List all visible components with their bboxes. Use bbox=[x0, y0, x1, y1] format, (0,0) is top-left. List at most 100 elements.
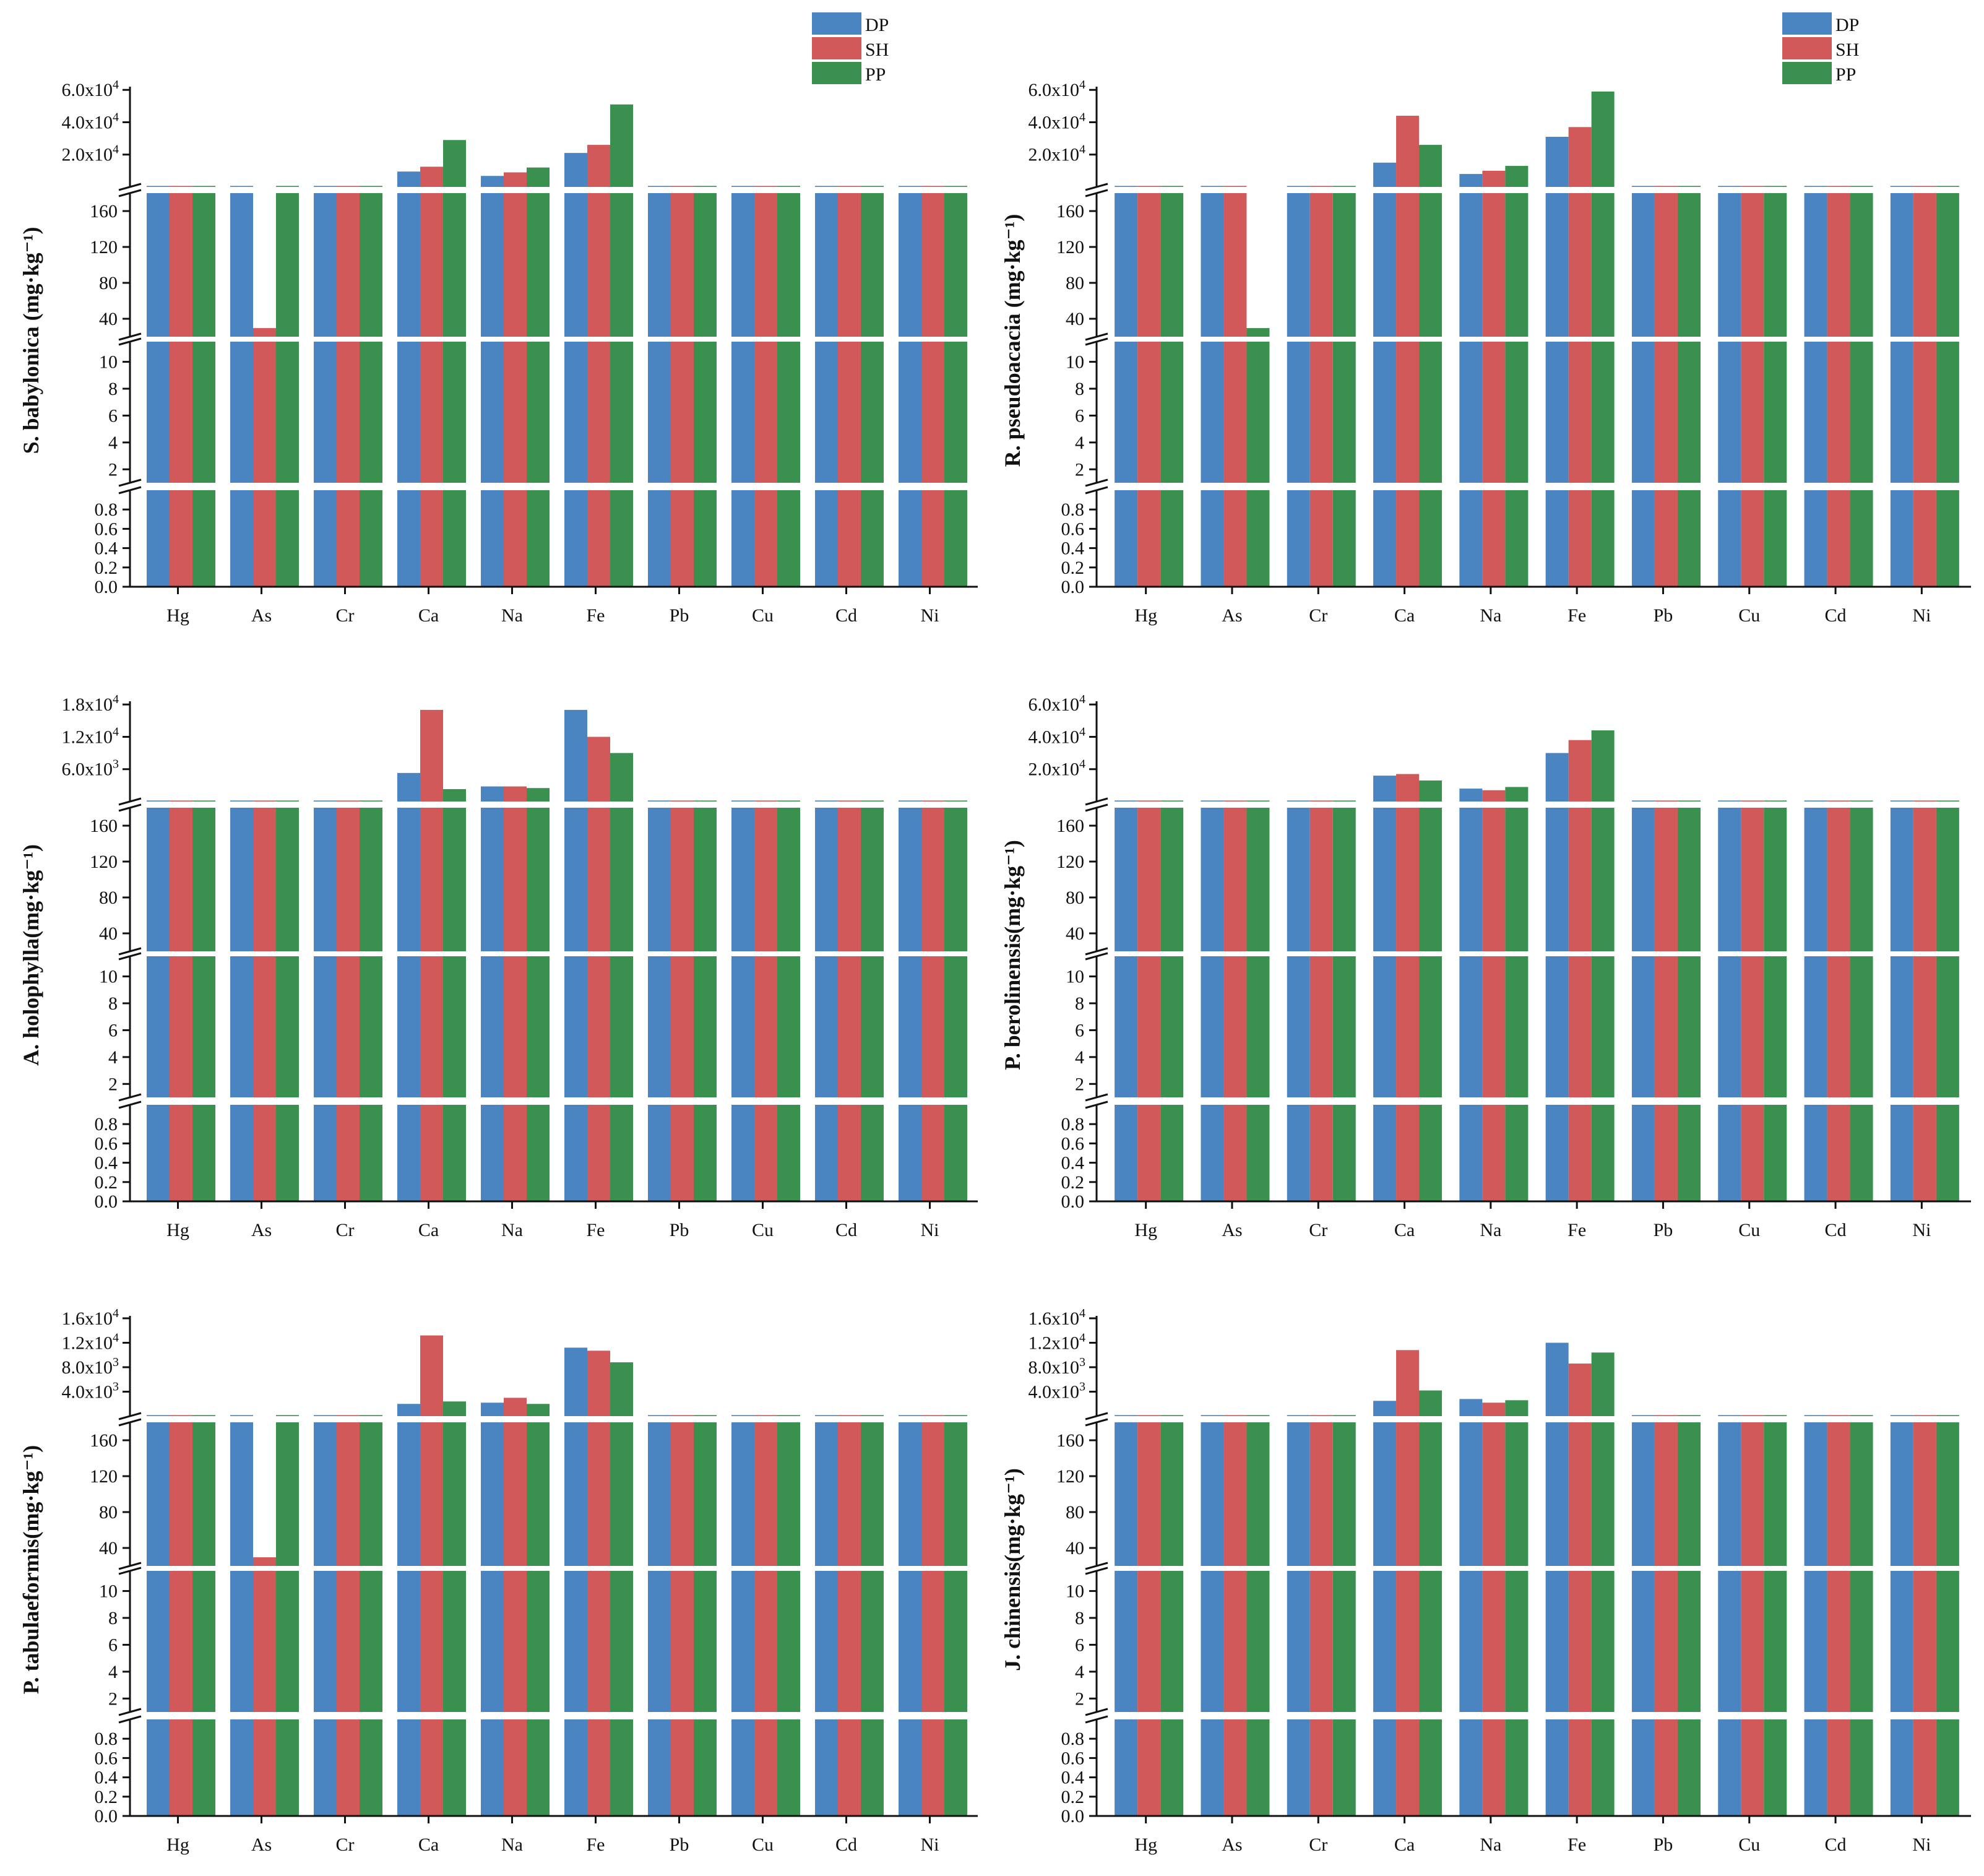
y-tick-label: 1.2x104 bbox=[62, 1331, 119, 1353]
bar-pp-as bbox=[1246, 328, 1270, 587]
axis-break-mark bbox=[118, 1708, 142, 1716]
bar-sh-as bbox=[253, 800, 276, 1201]
bar-dp-fe bbox=[1545, 753, 1569, 1201]
bar-dp-cd bbox=[815, 186, 838, 587]
legend: DP SH PP bbox=[1782, 12, 1859, 85]
x-tick-label: Pb bbox=[1654, 1835, 1673, 1855]
axis-break-mark bbox=[118, 797, 142, 806]
bar-dp-ni bbox=[1890, 1415, 1913, 1816]
bar-dp-na bbox=[481, 176, 504, 587]
bar-sh-pb bbox=[671, 186, 694, 587]
bar-dp-fe bbox=[1545, 137, 1569, 587]
bar-pp-hg bbox=[1160, 800, 1184, 1201]
axis-break-mark bbox=[1085, 332, 1108, 341]
bar-pp-ni bbox=[944, 1415, 967, 1816]
bar-sh-pb bbox=[1654, 1415, 1678, 1816]
x-tick-label: Pb bbox=[1654, 605, 1673, 626]
axis-break-mark bbox=[1085, 1708, 1108, 1716]
y-tick-label: 1.6x104 bbox=[1029, 1307, 1086, 1329]
y-tick-label: 2 bbox=[108, 1688, 118, 1709]
bar-pp-cd bbox=[861, 186, 884, 587]
bar-dp-hg bbox=[1115, 1415, 1138, 1816]
bar-sh-na bbox=[1482, 1403, 1506, 1816]
y-tick-label: 0.8 bbox=[1061, 1114, 1085, 1135]
bar-sh-as bbox=[1223, 186, 1247, 587]
x-tick-label: Ca bbox=[418, 1220, 439, 1240]
bar-pp-cu bbox=[1764, 186, 1787, 587]
y-tick-label: 0.2 bbox=[95, 1172, 118, 1193]
bar-sh-ni bbox=[1913, 186, 1936, 587]
axis-break-mark bbox=[1085, 1562, 1108, 1570]
y-tick-label: 40 bbox=[99, 309, 118, 329]
x-tick-label: Hg bbox=[1134, 605, 1157, 626]
y-tick-label: 0.2 bbox=[95, 1787, 118, 1807]
bar-sh-as bbox=[253, 1557, 276, 1816]
axis-break-mark bbox=[118, 1567, 142, 1575]
axis-break-gap bbox=[120, 187, 983, 193]
axis-break-mark bbox=[1085, 183, 1108, 191]
axis-break-gap bbox=[120, 802, 983, 808]
bar-pp-cu bbox=[777, 186, 800, 587]
bar-dp-cr bbox=[314, 800, 337, 1201]
y-tick-label: 0.4 bbox=[1061, 538, 1085, 559]
bar-pp-hg bbox=[1160, 1415, 1184, 1816]
bar-dp-ca bbox=[397, 171, 420, 587]
axis-break-gap bbox=[120, 1097, 983, 1105]
bar-sh-na bbox=[504, 172, 527, 587]
bar-dp-as bbox=[230, 186, 253, 587]
y-axis-label: J. chinensis(mg·kg⁻¹) bbox=[1000, 1468, 1025, 1671]
bar-dp-as bbox=[1201, 186, 1224, 587]
axis-break-mark bbox=[118, 478, 142, 487]
bar-sh-na bbox=[1482, 170, 1506, 587]
y-tick-label: 120 bbox=[1056, 1466, 1084, 1487]
y-tick-label: 4.0x104 bbox=[1029, 110, 1086, 132]
y-tick-label: 2 bbox=[108, 1074, 118, 1094]
bar-sh-hg bbox=[1137, 1415, 1161, 1816]
bar-pp-ca bbox=[443, 1401, 466, 1816]
y-tick-label: 6.0x104 bbox=[1029, 693, 1086, 715]
legend-label-pp: PP bbox=[1835, 64, 1856, 85]
bar-pp-cr bbox=[360, 800, 382, 1201]
bar-pp-cd bbox=[861, 1415, 884, 1816]
bar-sh-ni bbox=[921, 186, 944, 587]
bar-dp-pb bbox=[648, 800, 671, 1201]
axis-break-gap bbox=[1087, 337, 1977, 342]
chart-panel: 0.00.20.40.60.8 2 4 6 8 10 40 80 120 160 2.0x104 4.… bbox=[1000, 693, 1977, 1240]
axis-break-mark bbox=[118, 1715, 142, 1724]
bar-sh-hg bbox=[170, 1415, 192, 1816]
legend: DP SH PP bbox=[812, 12, 889, 85]
bar-sh-cd bbox=[1827, 186, 1850, 587]
axis-break-mark bbox=[118, 183, 142, 191]
bar-pp-as bbox=[276, 1415, 299, 1816]
y-tick-label: 10 bbox=[1066, 967, 1084, 987]
x-tick-label: As bbox=[1222, 1835, 1242, 1855]
bar-dp-cu bbox=[1718, 1415, 1741, 1816]
bar-dp-hg bbox=[1115, 186, 1138, 587]
bar-sh-ni bbox=[921, 1415, 944, 1816]
axis-break-mark bbox=[1085, 189, 1108, 197]
bar-dp-hg bbox=[1115, 800, 1138, 1201]
bar-pp-cr bbox=[360, 1415, 382, 1816]
x-tick-label: Cd bbox=[1825, 1835, 1847, 1855]
bar-dp-ca bbox=[1373, 162, 1397, 587]
x-tick-label: Na bbox=[501, 1835, 523, 1855]
y-tick-label: 40 bbox=[99, 923, 118, 944]
y-tick-label: 0.0 bbox=[1061, 1191, 1085, 1212]
bar-sh-ca bbox=[1396, 1350, 1420, 1816]
bar-dp-pb bbox=[1631, 1415, 1655, 1816]
x-tick-label: Cr bbox=[336, 1220, 355, 1240]
y-tick-label: 0.0 bbox=[1061, 577, 1085, 597]
y-tick-label: 2 bbox=[1075, 1074, 1084, 1094]
bar-sh-cu bbox=[1741, 1415, 1764, 1816]
bar-pp-ca bbox=[443, 789, 466, 1201]
x-tick-label: Na bbox=[1480, 1835, 1501, 1855]
x-tick-label: Cd bbox=[1825, 605, 1847, 626]
bar-sh-as bbox=[1223, 800, 1247, 1201]
bar-dp-cu bbox=[1718, 186, 1741, 587]
y-tick-label: 2.0x104 bbox=[62, 143, 119, 165]
legend-label-dp: DP bbox=[1835, 15, 1859, 35]
y-tick-label: 8.0x103 bbox=[62, 1355, 119, 1378]
x-tick-label: Na bbox=[501, 605, 523, 626]
bar-pp-ni bbox=[1936, 800, 1959, 1201]
bar-pp-na bbox=[527, 167, 550, 587]
